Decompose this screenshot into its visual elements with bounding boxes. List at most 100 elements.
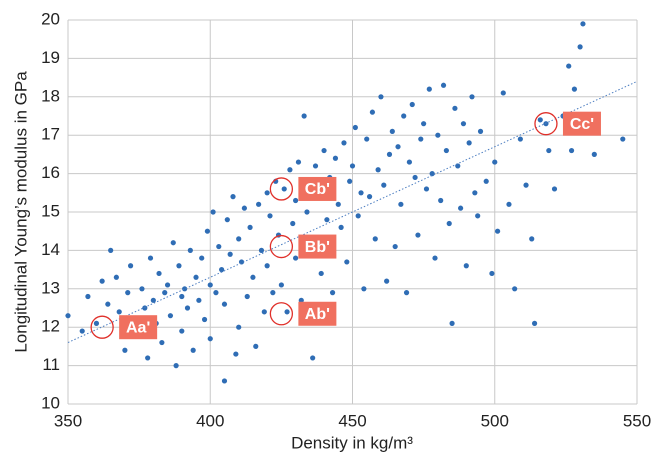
point [173,363,179,369]
point [335,201,341,207]
point [122,347,128,353]
point [421,121,427,127]
point [236,236,242,242]
annotation-box [298,176,337,201]
point [392,243,398,250]
point [85,293,91,300]
point [201,316,208,323]
point [423,186,430,192]
point [301,113,307,119]
point [438,197,444,204]
y-tick-label: 14 [41,240,60,259]
y-tick-label: 10 [41,393,60,412]
point [247,224,253,230]
annotation-circle [90,315,114,339]
annotation-circle [269,302,294,326]
point [432,255,438,261]
point [389,128,395,134]
point [224,217,230,223]
point [332,155,339,161]
point [170,240,176,246]
point [145,355,151,361]
point [179,293,185,300]
point [293,255,299,261]
point [93,320,100,326]
point [352,124,358,131]
y-tick-label: 16 [41,163,60,182]
point [167,313,174,319]
point [221,378,228,384]
point [483,178,489,184]
point [312,163,319,169]
point [278,282,284,288]
point [270,290,276,296]
point [190,347,196,353]
point [210,209,216,215]
annotation-box [298,301,337,326]
x-tick-label: 400 [196,411,224,430]
point [566,63,572,69]
point [184,305,191,311]
point [227,251,233,257]
point [358,190,364,196]
point [347,178,353,184]
y-tick-label: 20 [41,9,60,28]
annotation-box [119,315,158,340]
annotation-circle [269,177,294,201]
point [341,140,347,146]
point [321,147,327,154]
point [310,355,316,361]
point [199,255,205,261]
point [264,190,270,196]
y-tick-label: 12 [41,317,60,336]
point [426,86,432,92]
point [435,132,441,138]
y-tick-label: 19 [41,48,60,67]
point [304,209,310,215]
point [293,197,299,204]
point [472,190,478,196]
point [477,128,484,134]
point [324,217,330,223]
point [216,243,222,250]
point [546,147,552,154]
point [116,309,122,315]
point [580,21,586,27]
point [412,174,418,181]
trendline [67,80,638,344]
point [156,270,162,277]
point [406,159,412,165]
point [398,201,404,207]
point [230,194,236,200]
point [409,101,415,108]
point [344,259,350,265]
point [452,105,458,111]
point [500,90,506,96]
point [529,236,535,242]
point [164,282,171,288]
point [568,147,575,154]
point [506,201,512,207]
annotation-box [298,234,337,259]
point [127,263,134,269]
point [372,236,378,242]
point [284,309,290,315]
point [469,94,475,100]
point [577,44,583,50]
point [162,290,168,296]
annotation-label: Bb' [305,239,330,256]
x-tick-label: 450 [338,411,366,430]
point [329,290,336,296]
point [179,328,185,334]
point [395,144,401,150]
point [466,140,472,146]
point [523,182,529,188]
point [290,220,296,227]
point [298,297,304,303]
point [369,109,376,115]
point [537,117,543,123]
point [355,213,361,219]
point [108,247,114,253]
point [463,263,469,269]
